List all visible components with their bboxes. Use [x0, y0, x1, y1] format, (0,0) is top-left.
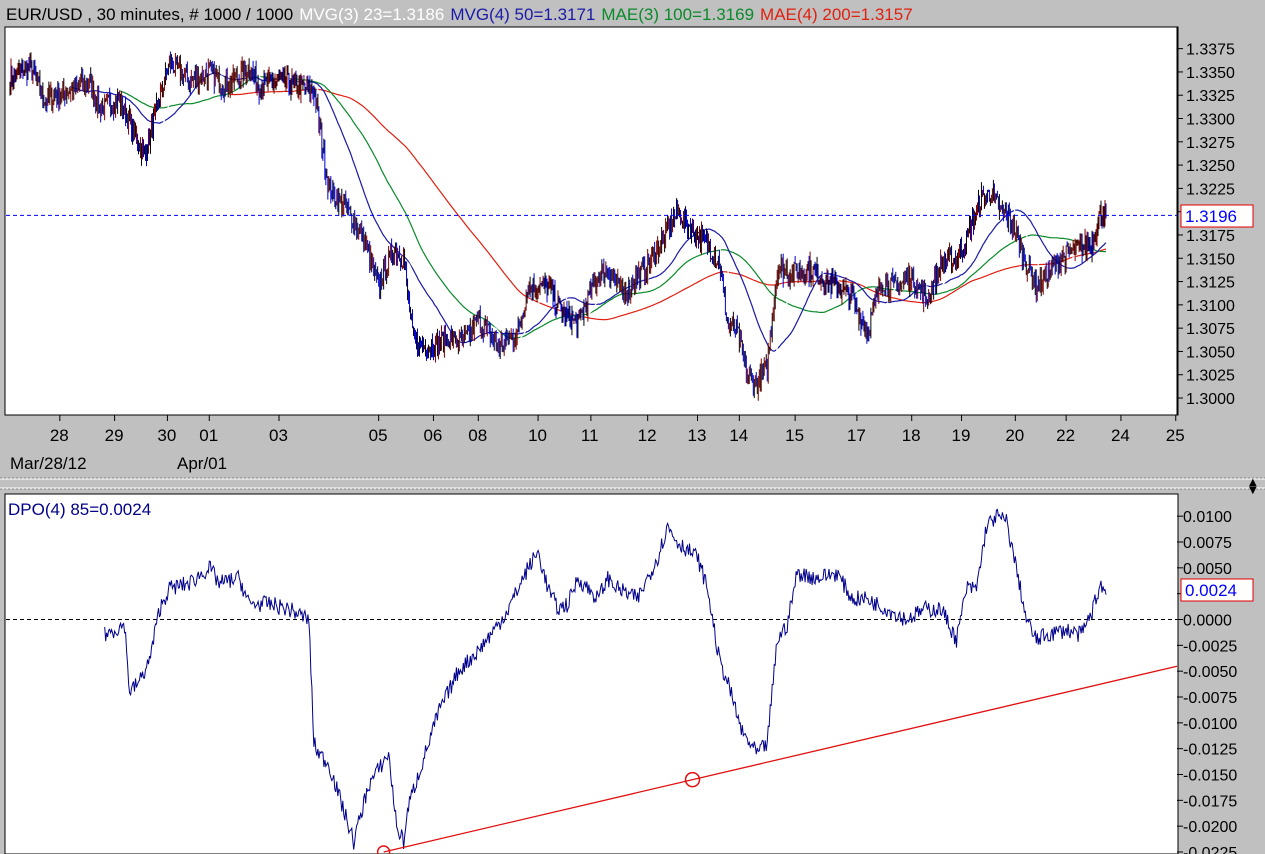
dpo-y-tick-label: -0.0175 — [1183, 793, 1237, 810]
dpo-y-ticks: 0.01000.00750.00500.00250.0000-0.0025-0.… — [1177, 509, 1237, 854]
x-tick-label: 13 — [687, 426, 706, 445]
price-x-ticks: 28 29 30 01 03 05 06 08 10 11 12 13 14 15 17 18 19 20 22 24… — [50, 415, 1185, 445]
dpo-y-tick-label: -0.0050 — [1183, 664, 1237, 681]
dpo-trendline — [376, 665, 1178, 854]
dpo-y-tick-label: -0.0125 — [1183, 742, 1237, 759]
price-y-ticks: 1.3375 1.3350 1.3325 1.3300 1.3275 1.3250 1.32… — [1177, 42, 1235, 408]
dpo-y-tick-label: -0.0225 — [1183, 845, 1237, 854]
dpo-y-tick-label: -0.0150 — [1183, 768, 1237, 785]
x-tick-label: 24 — [1111, 426, 1130, 445]
start-date-label: Mar/28/12 — [10, 454, 87, 473]
month-date-label: Apr/01 — [177, 454, 227, 473]
legend-mae4: MAE(4) 200=1.3157 — [760, 5, 913, 24]
x-tick-label: 15 — [785, 426, 804, 445]
price-plot-area — [4, 26, 1179, 416]
dpo-last-box — [1180, 578, 1254, 602]
splitter-arrow-icon[interactable]: ▲ — [1249, 477, 1257, 488]
y-tick-label: 1.3275 — [1186, 135, 1235, 152]
x-tick-label: 11 — [581, 426, 599, 445]
legend-mvg4: MVG(4) 50=1.3171 — [450, 5, 595, 24]
x-tick-label: 08 — [468, 426, 487, 445]
dpo-title: DPO(4) 85=0.0024 — [8, 500, 151, 519]
x-tick-label: 22 — [1056, 426, 1075, 445]
x-tick-label: 29 — [105, 426, 124, 445]
mae4-line — [229, 88, 1107, 321]
trendline-path — [383, 665, 1178, 853]
candles-group — [9, 51, 1107, 401]
x-tick-label: 19 — [952, 426, 971, 445]
dpo-y-tick-label: 0.0050 — [1183, 561, 1232, 578]
legend-mvg3: MVG(3) 23=1.3186 — [299, 5, 444, 24]
x-tick-label: 06 — [423, 426, 442, 445]
y-tick-label: 1.3025 — [1186, 368, 1235, 385]
y-tick-label: 1.3225 — [1186, 181, 1235, 198]
x-tick-label: 18 — [902, 426, 921, 445]
trendline-anchor-1[interactable] — [376, 845, 391, 854]
dpo-y-tick-label: -0.0100 — [1183, 716, 1237, 733]
x-tick-label: 12 — [638, 426, 657, 445]
dpo-y-tick-label: -0.0025 — [1183, 638, 1237, 655]
x-tick-label: 03 — [269, 426, 288, 445]
x-tick-label: 10 — [528, 426, 547, 445]
y-tick-label: 1.3375 — [1186, 42, 1235, 59]
x-tick-label: 14 — [729, 426, 748, 445]
dpo-path — [104, 508, 1107, 850]
dpo-line — [104, 508, 1107, 850]
y-tick-label: 1.3125 — [1186, 275, 1235, 292]
y-tick-label: 1.3250 — [1186, 158, 1235, 175]
legend-mae3: MAE(3) 100=1.3169 — [601, 5, 754, 24]
dpo-plot-area — [4, 493, 1179, 854]
dpo-y-tick-label: -0.0200 — [1183, 819, 1237, 836]
dpo-y-tick-label: 0.0075 — [1183, 535, 1232, 552]
chart-title-line: EUR/USD , 30 minutes, # 1000 / 1000 MVG(3… — [6, 5, 913, 24]
x-tick-label: 17 — [847, 426, 866, 445]
dpo-last-label: 0.0024 — [1185, 581, 1237, 600]
y-tick-label: 1.3150 — [1186, 251, 1235, 268]
y-tick-label: 1.3100 — [1186, 298, 1235, 315]
y-tick-label: 1.3175 — [1186, 228, 1235, 245]
x-tick-label: 01 — [199, 426, 218, 445]
y-tick-label: 1.3300 — [1186, 112, 1235, 129]
y-tick-label: 1.3050 — [1186, 344, 1235, 361]
y-tick-label: 1.3325 — [1186, 88, 1235, 105]
dpo-y-tick-label: -0.0075 — [1183, 690, 1237, 707]
last-price-box — [1180, 204, 1254, 228]
y-tick-label: 1.3075 — [1186, 321, 1235, 338]
symbol-title: EUR/USD , 30 minutes, # 1000 / 1000 — [6, 5, 293, 24]
trendline-anchor-2[interactable] — [684, 771, 701, 788]
last-price-label: 1.3196 — [1185, 207, 1237, 226]
x-tick-label: 05 — [369, 426, 388, 445]
mae4-path — [229, 88, 1107, 321]
x-tick-label: 30 — [157, 426, 176, 445]
y-tick-label: 1.3000 — [1186, 391, 1235, 408]
y-tick-label: 1.3350 — [1186, 65, 1235, 82]
x-tick-label: 25 — [1166, 426, 1185, 445]
splitter-arrow-down-icon[interactable]: ▼ — [1249, 485, 1257, 496]
dpo-y-tick-label: 0.0100 — [1183, 509, 1232, 526]
x-tick-label: 28 — [50, 426, 69, 445]
dpo-y-tick-label: 0.0000 — [1183, 613, 1232, 630]
x-tick-label: 20 — [1005, 426, 1024, 445]
